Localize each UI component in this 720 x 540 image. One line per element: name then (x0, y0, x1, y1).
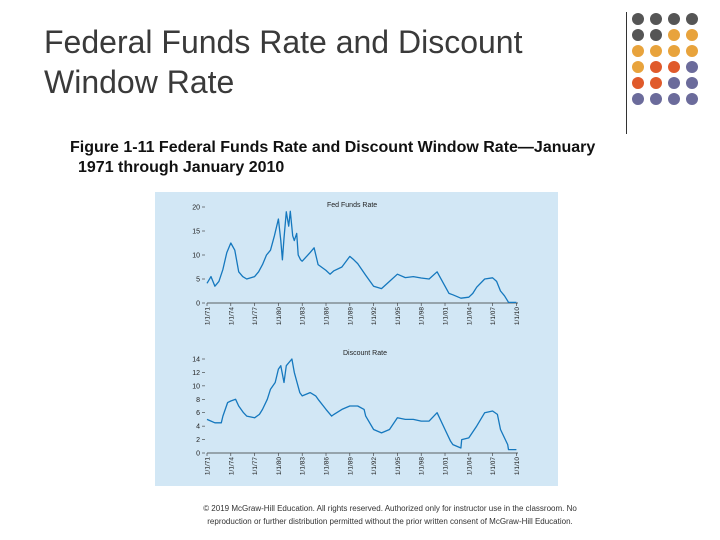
y-tick-label: 5 (196, 277, 200, 284)
x-tick-label: 1/1/74 (228, 457, 235, 475)
y-tick-label: 10 (192, 383, 200, 390)
chart-1: Fed Funds Rate 0 5 10 15 20 1/1/71 1/1/74 1/1/77… (192, 202, 521, 325)
x-tick-label: 1/1/04 (466, 457, 473, 475)
decorative-dot (632, 77, 644, 89)
x-tick-label: 1/1/71 (205, 457, 212, 475)
decorative-dot (668, 29, 680, 41)
series-line (206, 358, 517, 451)
decorative-dot (668, 93, 680, 105)
chart-panel: Fed Funds Rate 0 5 10 15 20 1/1/71 1/1/74 1/1/77… (155, 192, 558, 486)
x-tick-label: 1/1/95 (395, 457, 402, 475)
decorative-dot (632, 13, 644, 25)
slide-title-line-1: Federal Funds Rate and Discount (44, 24, 523, 60)
x-tick-label: 1/1/07 (490, 457, 497, 475)
x-tick-label: 1/1/86 (324, 307, 331, 325)
x-tick-label: 1/1/04 (466, 307, 473, 325)
chart-title: Discount Rate (343, 350, 387, 357)
x-tick-label: 1/1/10 (514, 457, 521, 475)
x-tick-label: 1/1/07 (490, 307, 497, 325)
decorative-dot (686, 45, 698, 57)
y-tick-label: 2 (196, 437, 200, 444)
decorative-dot (668, 45, 680, 57)
decorative-dot (668, 61, 680, 73)
copyright-line-2: reproduction or further distribution per… (207, 517, 573, 526)
x-tick-label: 1/1/83 (300, 457, 307, 475)
y-tick-label: 14 (192, 357, 200, 364)
y-tick-label: 4 (196, 424, 200, 431)
decorative-dot (650, 61, 662, 73)
slide-title: Federal Funds Rate and Discount Window R… (44, 22, 624, 102)
y-tick-label: 0 (196, 451, 200, 458)
decorative-dot (632, 93, 644, 105)
decorative-dot (650, 93, 662, 105)
y-tick-label: 10 (192, 253, 200, 260)
decorative-dot (650, 77, 662, 89)
decorative-dot (632, 61, 644, 73)
copyright-notice: © 2019 McGraw-Hill Education. All rights… (150, 502, 630, 528)
x-tick-label: 1/1/92 (371, 457, 378, 475)
decorative-dot (686, 77, 698, 89)
y-tick-label: 15 (192, 229, 200, 236)
decorative-dot (650, 29, 662, 41)
y-tick-label: 20 (192, 205, 200, 212)
decorative-dot (650, 13, 662, 25)
x-tick-label: 1/1/80 (276, 307, 283, 325)
decorative-dot (668, 77, 680, 89)
x-tick-label: 1/1/10 (514, 307, 521, 325)
y-tick-label: 0 (196, 301, 200, 308)
figure-caption-line-2: 1971 through January 2010 (78, 159, 285, 176)
chart-title: Fed Funds Rate (327, 202, 377, 209)
x-tick-label: 1/1/74 (228, 307, 235, 325)
x-tick-label: 1/1/92 (371, 307, 378, 325)
x-tick-label: 1/1/95 (395, 307, 402, 325)
decorative-dot-grid (632, 13, 698, 105)
x-tick-label: 1/1/98 (419, 307, 426, 325)
decorative-dot (650, 45, 662, 57)
copyright-line-1: © 2019 McGraw-Hill Education. All rights… (203, 504, 577, 513)
x-tick-label: 1/1/89 (347, 307, 354, 325)
x-tick-label: 1/1/77 (252, 307, 259, 325)
series-line (206, 210, 517, 304)
decorative-dot (686, 29, 698, 41)
x-tick-label: 1/1/01 (443, 307, 450, 325)
decorative-dot (686, 61, 698, 73)
decorative-dot (686, 93, 698, 105)
figure-caption-line-1: Figure 1-11 Federal Funds Rate and Disco… (70, 139, 596, 156)
title-divider (626, 12, 627, 134)
chart-2: Discount Rate 0 2 4 6 8 10 12 14 1/1/71 1/1/74 1/1/… (192, 350, 521, 475)
x-tick-label: 1/1/80 (276, 457, 283, 475)
decorative-dot (632, 29, 644, 41)
x-tick-label: 1/1/83 (300, 307, 307, 325)
y-tick-label: 12 (192, 370, 200, 377)
x-tick-label: 1/1/71 (205, 307, 212, 325)
x-tick-label: 1/1/77 (252, 457, 259, 475)
y-tick-label: 8 (196, 397, 200, 404)
figure-caption: Figure 1-11 Federal Funds Rate and Disco… (70, 138, 670, 178)
x-tick-label: 1/1/89 (347, 457, 354, 475)
x-tick-label: 1/1/98 (419, 457, 426, 475)
slide-title-line-2: Window Rate (44, 64, 235, 100)
decorative-dot (686, 13, 698, 25)
decorative-dot (668, 13, 680, 25)
y-tick-label: 6 (196, 410, 200, 417)
x-tick-label: 1/1/86 (324, 457, 331, 475)
x-tick-label: 1/1/01 (443, 457, 450, 475)
decorative-dot (632, 45, 644, 57)
